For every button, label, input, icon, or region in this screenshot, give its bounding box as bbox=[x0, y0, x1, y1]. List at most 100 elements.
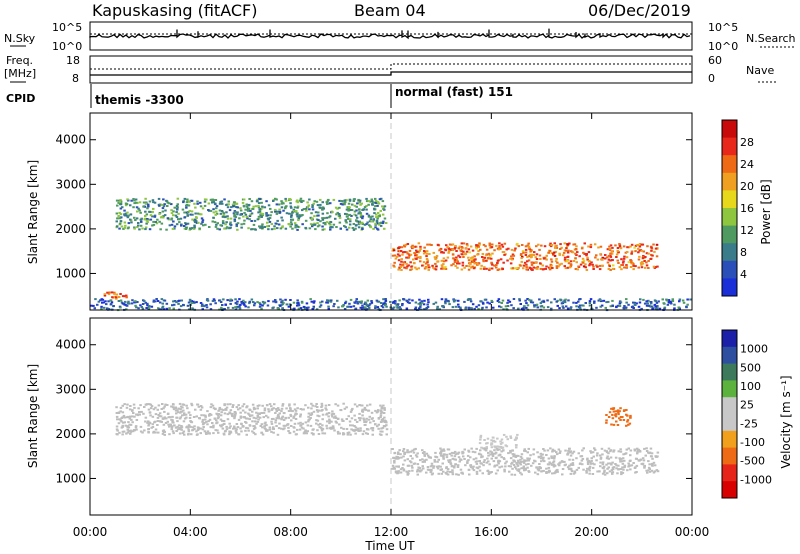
scatter-cell bbox=[483, 447, 487, 450]
scatter-cell bbox=[573, 243, 577, 246]
scatter-cell bbox=[582, 468, 585, 471]
scatter-cell bbox=[236, 211, 239, 214]
scatter-cell bbox=[496, 261, 499, 264]
scatter-cell bbox=[652, 243, 655, 246]
scatter-cell bbox=[550, 463, 554, 466]
scatter-cell bbox=[233, 417, 236, 420]
scatter-cell bbox=[364, 306, 367, 309]
noise-left-tick-top: 10^5 bbox=[52, 21, 82, 34]
scatter-cell bbox=[368, 304, 371, 307]
scatter-cell bbox=[437, 458, 440, 461]
scatter-cell bbox=[437, 472, 440, 475]
scatter-cell bbox=[633, 301, 637, 304]
scatter-cell bbox=[485, 306, 488, 309]
scatter-cell bbox=[218, 299, 221, 302]
scatter-cell bbox=[269, 207, 272, 210]
scatter-cell bbox=[327, 202, 330, 205]
scatter-cell bbox=[203, 200, 207, 203]
scatter-cell bbox=[379, 209, 382, 212]
scatter-cell bbox=[141, 431, 144, 434]
scatter-cell bbox=[228, 227, 232, 230]
scatter-cell bbox=[238, 217, 241, 220]
scatter-cell bbox=[166, 404, 169, 406]
scatter-cell bbox=[571, 251, 575, 254]
scatter-cell bbox=[190, 433, 193, 436]
scatter-cell bbox=[208, 418, 212, 421]
scatter-cell bbox=[527, 246, 531, 249]
scatter-cell bbox=[393, 261, 396, 264]
scatter-cell bbox=[226, 206, 230, 209]
scatter-cell bbox=[231, 406, 234, 408]
scatter-cell bbox=[331, 226, 334, 229]
scatter-cell bbox=[433, 256, 437, 259]
scatter-cell bbox=[636, 450, 639, 453]
scatter-cell bbox=[610, 423, 613, 426]
scatter-cell bbox=[338, 199, 341, 202]
scatter-cell bbox=[365, 200, 369, 203]
scatter-cell bbox=[162, 198, 165, 201]
scatter-cell bbox=[374, 200, 378, 202]
scatter-cell bbox=[524, 463, 528, 466]
scatter-cell bbox=[466, 462, 469, 464]
scatter-cell bbox=[336, 430, 340, 433]
scatter-cell bbox=[126, 216, 130, 219]
scatter-cell bbox=[618, 243, 621, 245]
scatter-cell bbox=[174, 426, 178, 429]
scatter-cell bbox=[227, 306, 230, 309]
colorbar-segment bbox=[722, 120, 737, 139]
scatter-cell bbox=[591, 462, 594, 465]
scatter-cell bbox=[527, 259, 531, 262]
scatter-cell bbox=[184, 413, 188, 416]
scatter-cell bbox=[475, 247, 478, 250]
scatter-cell bbox=[138, 209, 141, 212]
scatter-cell bbox=[353, 425, 356, 427]
scatter-cell bbox=[589, 246, 593, 249]
scatter-cell bbox=[605, 419, 608, 422]
scatter-cell bbox=[142, 412, 145, 415]
scatter-cell bbox=[260, 412, 263, 414]
scatter-cell bbox=[461, 452, 464, 455]
scatter-cell bbox=[479, 436, 482, 439]
scatter-cell bbox=[209, 209, 213, 212]
scatter-cell bbox=[290, 206, 293, 209]
scatter-cell bbox=[496, 445, 499, 448]
scatter-cell bbox=[263, 425, 266, 428]
scatter-cell bbox=[140, 410, 143, 413]
scatter-cell bbox=[252, 223, 256, 226]
scatter-cell bbox=[226, 418, 230, 421]
scatter-cell bbox=[538, 466, 541, 468]
scatter-cell bbox=[383, 304, 387, 307]
scatter-cell bbox=[608, 462, 612, 465]
scatter-cell bbox=[323, 217, 326, 220]
scatter-cell bbox=[296, 407, 299, 410]
scatter-cell bbox=[315, 218, 319, 221]
scatter-cell bbox=[126, 403, 129, 406]
scatter-cell bbox=[402, 455, 405, 458]
scatter-cell bbox=[423, 460, 426, 463]
scatter-cell bbox=[242, 215, 245, 218]
scatter-cell bbox=[623, 452, 627, 455]
scatter-cell bbox=[152, 299, 156, 302]
scatter-cell bbox=[418, 467, 422, 470]
scatter-cell bbox=[203, 430, 207, 433]
scatter-cell bbox=[183, 417, 187, 420]
scatter-cell bbox=[625, 301, 628, 304]
scatter-cell bbox=[423, 459, 426, 462]
scatter-cell bbox=[138, 228, 141, 231]
scatter-cell bbox=[412, 462, 416, 465]
scatter-cell bbox=[638, 459, 641, 462]
scatter-cell bbox=[588, 469, 591, 472]
scatter-cell bbox=[237, 404, 240, 407]
scatter-cell bbox=[163, 410, 166, 413]
scatter-cell bbox=[284, 417, 287, 420]
scatter-cell bbox=[483, 266, 486, 269]
scatter-cell bbox=[379, 302, 383, 304]
scatter-cell bbox=[496, 469, 499, 472]
scatter-cell bbox=[477, 307, 480, 310]
scatter-cell bbox=[252, 425, 255, 428]
scatter-cell bbox=[579, 455, 582, 458]
scatter-cell bbox=[398, 449, 401, 452]
scatter-cell bbox=[182, 413, 186, 416]
scatter-cell bbox=[256, 414, 259, 417]
scatter-cell bbox=[253, 219, 257, 222]
